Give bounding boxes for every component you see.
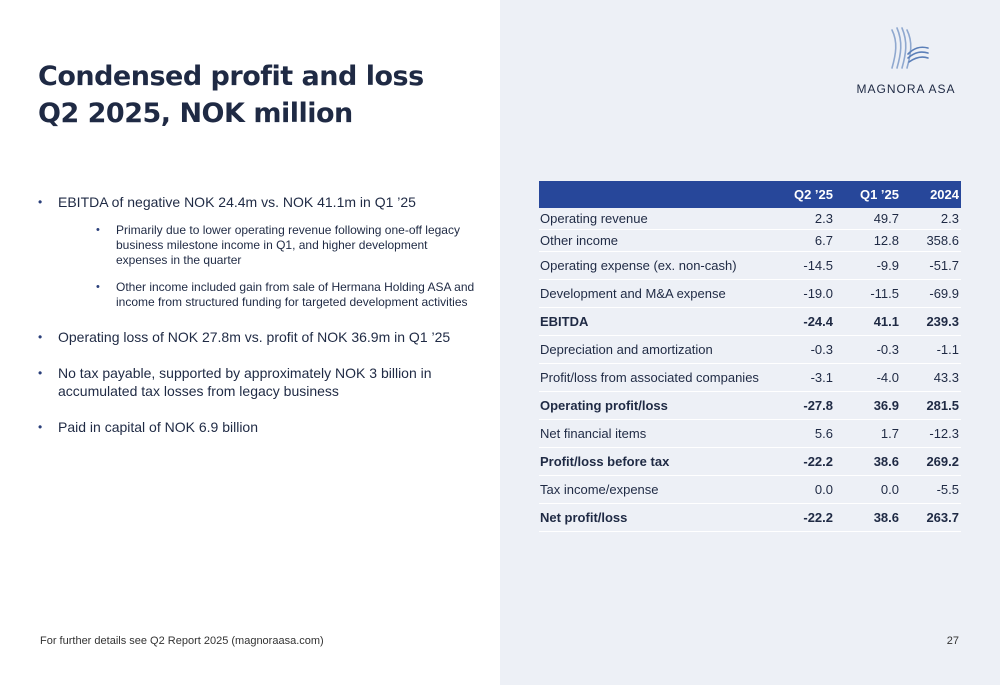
cell-2024: -5.5: [901, 475, 961, 504]
cell-2024: 43.3: [901, 363, 961, 392]
cell-q1: -0.3: [835, 335, 901, 364]
page-title: Condensed profit and loss Q2 2025, NOK m…: [38, 58, 424, 132]
row-label: Operating expense (ex. non-cash): [539, 251, 771, 280]
cell-q2: -19.0: [771, 279, 835, 308]
cell-2024: 281.5: [901, 391, 961, 420]
magnora-wave-icon: [891, 27, 929, 69]
cell-q2: -22.2: [771, 447, 835, 476]
table-row-subtotal: Operating profit/loss -27.8 36.9 281.5: [539, 391, 961, 420]
bullet-list: EBITDA of negative NOK 24.4m vs. NOK 41.…: [38, 193, 478, 450]
table-row: Operating revenue 2.3 49.7 2.3: [539, 208, 961, 230]
cell-q2: -27.8: [771, 391, 835, 420]
cell-2024: -51.7: [901, 251, 961, 280]
cell-q2: -14.5: [771, 251, 835, 280]
logo-wordmark: MAGNORA ASA: [856, 82, 956, 96]
row-label: Net profit/loss: [539, 503, 771, 532]
cell-q1: 38.6: [835, 447, 901, 476]
cell-q2: -22.2: [771, 503, 835, 532]
table-header-row: Q2 ’25 Q1 ’25 2024: [539, 181, 961, 208]
cell-q1: 41.1: [835, 307, 901, 336]
row-label: Net financial items: [539, 419, 771, 448]
sub-bullet-revenue: Primarily due to lower operating revenue…: [96, 223, 478, 268]
company-logo: MAGNORA ASA: [850, 24, 962, 104]
table-row-subtotal: EBITDA -24.4 41.1 239.3: [539, 307, 961, 336]
cell-q1: 0.0: [835, 475, 901, 504]
bullet-text: EBITDA of negative NOK 24.4m vs. NOK 41.…: [58, 194, 416, 210]
cell-2024: 239.3: [901, 307, 961, 336]
row-label: Profit/loss from associated companies: [539, 363, 771, 392]
table-row: Operating expense (ex. non-cash) -14.5 -…: [539, 251, 961, 280]
cell-q2: 6.7: [771, 229, 835, 252]
cell-q1: -11.5: [835, 279, 901, 308]
cell-2024: 2.3: [901, 208, 961, 230]
table-row: Net financial items 5.6 1.7 -12.3: [539, 419, 961, 448]
cell-q1: -9.9: [835, 251, 901, 280]
cell-q1: 1.7: [835, 419, 901, 448]
cell-2024: -1.1: [901, 335, 961, 364]
table-row: Depreciation and amortization -0.3 -0.3 …: [539, 335, 961, 364]
cell-q1: -4.0: [835, 363, 901, 392]
table-row-subtotal: Profit/loss before tax -22.2 38.6 269.2: [539, 447, 961, 476]
cell-2024: 269.2: [901, 447, 961, 476]
row-label: Depreciation and amortization: [539, 335, 771, 364]
row-label: Operating profit/loss: [539, 391, 771, 420]
header-label: [539, 181, 771, 208]
cell-q2: 2.3: [771, 208, 835, 230]
row-label: Profit/loss before tax: [539, 447, 771, 476]
table-row: Profit/loss from associated companies -3…: [539, 363, 961, 392]
page-number: 27: [946, 635, 959, 647]
row-label: Development and M&A expense: [539, 279, 771, 308]
table-row-total: Net profit/loss -22.2 38.6 263.7: [539, 503, 961, 532]
title-line-1: Condensed profit and loss: [38, 61, 424, 92]
table-row: Development and M&A expense -19.0 -11.5 …: [539, 279, 961, 308]
cell-2024: 263.7: [901, 503, 961, 532]
cell-q1: 38.6: [835, 503, 901, 532]
cell-2024: -12.3: [901, 419, 961, 448]
cell-q1: 12.8: [835, 229, 901, 252]
footer-note: For further details see Q2 Report 2025 (…: [40, 635, 324, 647]
cell-q2: 5.6: [771, 419, 835, 448]
header-q2-25: Q2 ’25: [771, 181, 835, 208]
row-label: EBITDA: [539, 307, 771, 336]
cell-2024: 358.6: [901, 229, 961, 252]
title-line-2: Q2 2025, NOK million: [38, 98, 353, 129]
row-label: Other income: [539, 229, 771, 252]
cell-2024: -69.9: [901, 279, 961, 308]
row-label: Tax income/expense: [539, 475, 771, 504]
header-q1-25: Q1 ’25: [835, 181, 901, 208]
bullet-capital: Paid in capital of NOK 6.9 billion: [38, 418, 478, 436]
cell-q2: -0.3: [771, 335, 835, 364]
bullet-operating-loss: Operating loss of NOK 27.8m vs. profit o…: [38, 328, 478, 346]
header-2024: 2024: [901, 181, 961, 208]
sub-bullet-other-income: Other income included gain from sale of …: [96, 280, 478, 310]
cell-q2: -3.1: [771, 363, 835, 392]
bullet-tax: No tax payable, supported by approximate…: [38, 364, 478, 400]
cell-q1: 49.7: [835, 208, 901, 230]
bullet-ebitda: EBITDA of negative NOK 24.4m vs. NOK 41.…: [38, 193, 478, 310]
cell-q1: 36.9: [835, 391, 901, 420]
table-row: Other income 6.7 12.8 358.6: [539, 229, 961, 252]
profit-loss-table: Q2 ’25 Q1 ’25 2024 Operating revenue 2.3…: [539, 181, 961, 532]
table-row: Tax income/expense 0.0 0.0 -5.5: [539, 475, 961, 504]
cell-q2: -24.4: [771, 307, 835, 336]
row-label: Operating revenue: [539, 208, 771, 230]
cell-q2: 0.0: [771, 475, 835, 504]
